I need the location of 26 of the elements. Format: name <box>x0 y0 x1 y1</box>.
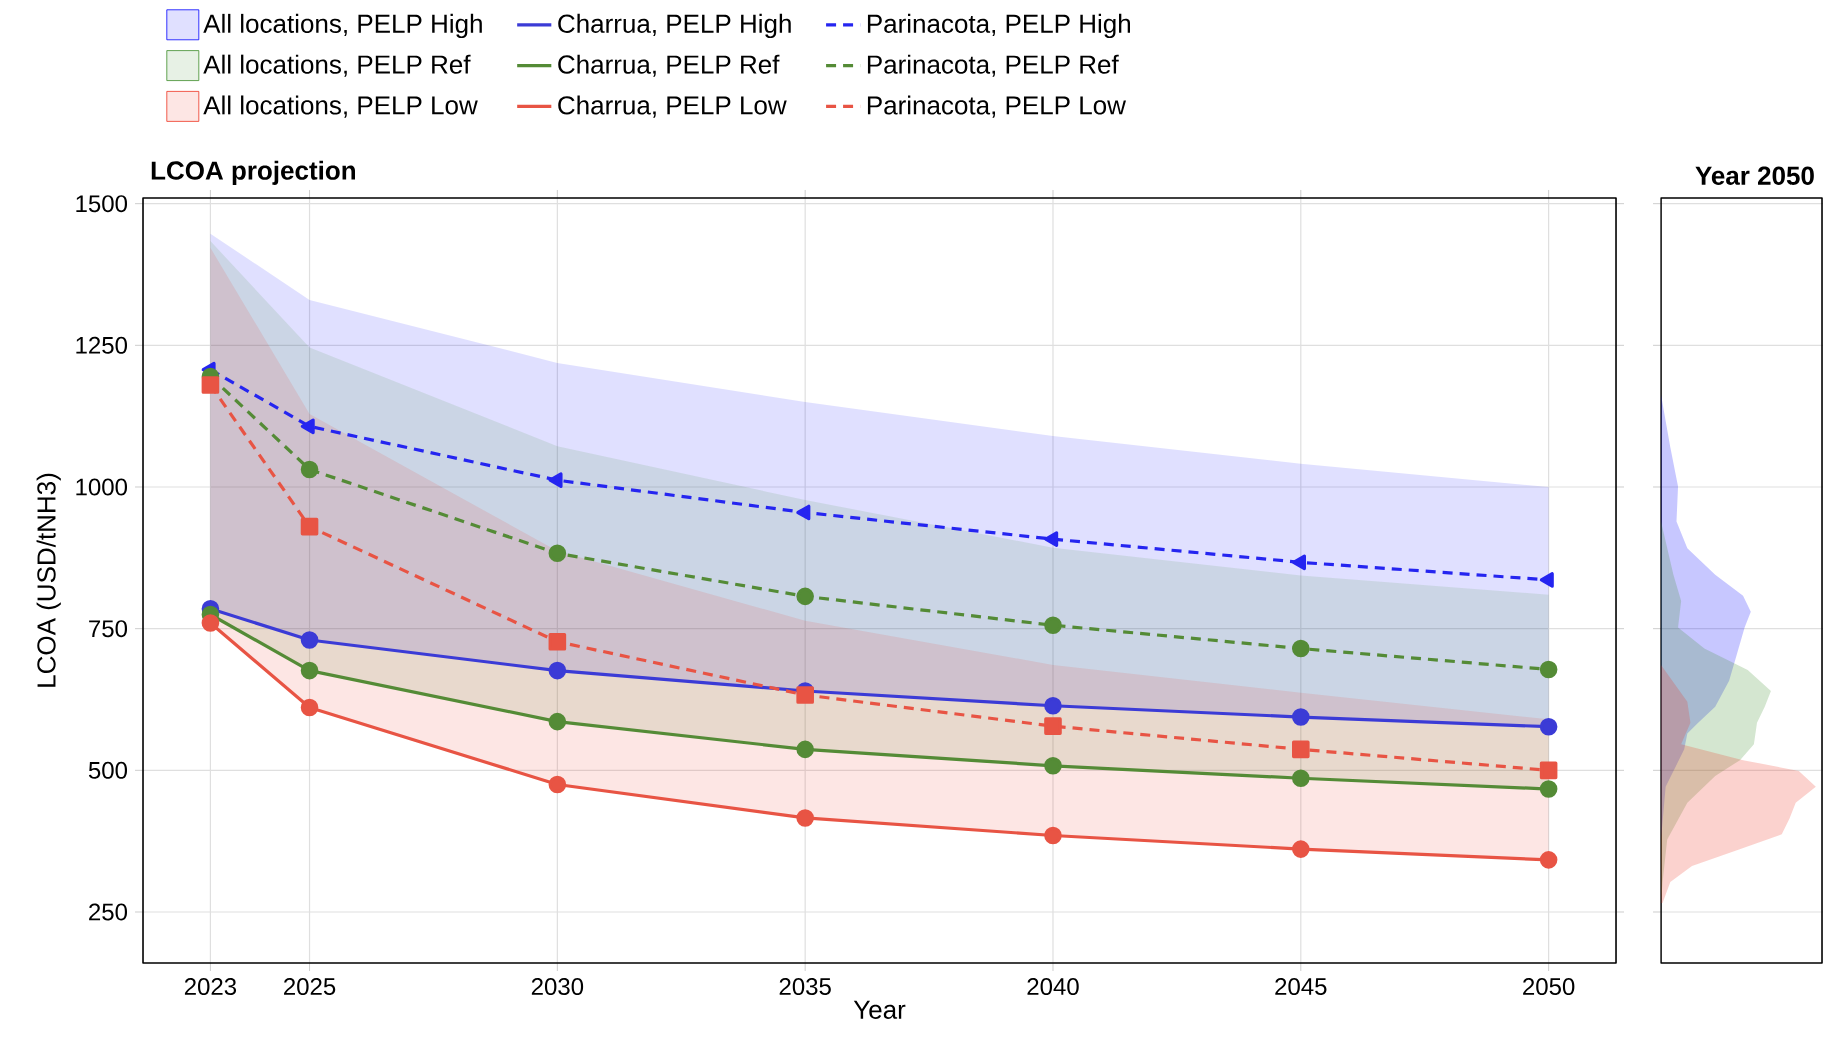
x-tick-label: 2030 <box>531 978 584 996</box>
x-tick-label: 2040 <box>1027 978 1079 996</box>
y-tick-label: 1500 <box>76 195 128 213</box>
x-tick-label: 2035 <box>779 978 831 996</box>
legend-label: Parinacota, PELP High <box>867 13 1130 39</box>
x-tick-label: 2045 <box>1275 978 1327 996</box>
chart-title: Year 2050 <box>1695 166 1814 185</box>
x-tick-label: 2025 <box>284 978 336 996</box>
x-axis-title: Year <box>853 1000 906 1019</box>
y-tick-label: 1250 <box>76 336 128 354</box>
legend-label: Charrua, PELP High <box>558 13 791 39</box>
y-tick-label: 1000 <box>76 478 128 496</box>
y-tick-label: 500 <box>88 761 128 779</box>
legend-label: All locations, PELP Low <box>203 95 478 118</box>
x-tick-label: 2023 <box>184 978 237 996</box>
legend-label: Charrua, PELP Low <box>558 95 787 118</box>
legend-label: Charrua, PELP Ref <box>558 54 780 77</box>
legend-label: Parinacota, PELP Ref <box>867 54 1119 77</box>
y-axis-title: LCOA (USD/tNH3) <box>36 473 61 687</box>
legend-label: Parinacota, PELP Low <box>867 95 1126 118</box>
chart-title: LCOA projection <box>151 160 355 185</box>
y-tick-label: 750 <box>89 620 128 638</box>
legend-label: All locations, PELP Ref <box>203 54 471 77</box>
legend-label: All locations, PELP High <box>203 13 482 39</box>
x-tick-label: 2050 <box>1523 978 1575 996</box>
y-tick-label: 250 <box>89 903 128 921</box>
